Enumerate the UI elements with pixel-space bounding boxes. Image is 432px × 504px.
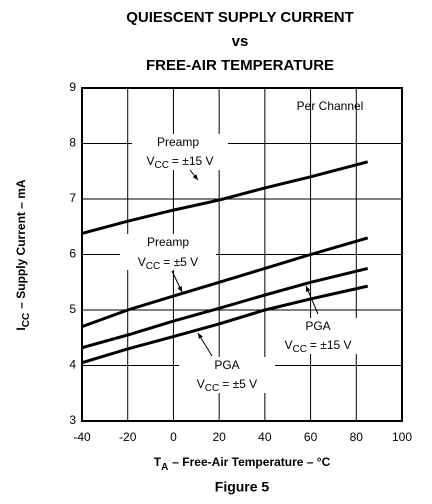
series-name: PGA bbox=[214, 358, 239, 372]
y-tick-label: 9 bbox=[69, 80, 76, 94]
arrow-head bbox=[306, 286, 311, 292]
condition-base: V bbox=[146, 154, 154, 168]
y-tick-label: 8 bbox=[69, 136, 76, 150]
series-name: Preamp bbox=[147, 235, 189, 249]
x-axis-label-sub: A bbox=[161, 462, 168, 473]
series-line bbox=[81, 160, 369, 235]
chart-title: QUIESCENT SUPPLY CURRENT bbox=[126, 9, 354, 26]
label-bg bbox=[179, 357, 275, 393]
condition-text: = ±5 V bbox=[222, 377, 257, 391]
y-tick-label: 6 bbox=[69, 247, 76, 261]
condition-sub: CC bbox=[205, 383, 219, 394]
condition-base: V bbox=[197, 377, 205, 391]
x-axis-label-text: – Free-Air Temperature – °C bbox=[172, 455, 330, 469]
x-tick-label: 40 bbox=[258, 430, 272, 444]
series-line bbox=[81, 266, 369, 350]
x-tick-label: 20 bbox=[212, 430, 226, 444]
caption: Figure 5 bbox=[215, 479, 270, 495]
condition-text: = ±15 V bbox=[310, 338, 352, 352]
label-bg bbox=[132, 134, 228, 170]
arrow-head bbox=[192, 174, 198, 180]
series-line bbox=[81, 284, 369, 365]
x-axis-label-base: T bbox=[154, 455, 162, 469]
x-tick-label: 80 bbox=[350, 430, 364, 444]
y-axis-label-base: I bbox=[14, 327, 28, 330]
y-tick-label: 3 bbox=[69, 413, 76, 427]
y-axis-label: ICC – Supply Current – mA bbox=[14, 179, 31, 330]
chart-title: FREE-AIR TEMPERATURE bbox=[146, 57, 334, 74]
series-condition: VCC = ±5 V bbox=[197, 377, 257, 393]
condition-sub: CC bbox=[154, 160, 168, 171]
condition-base: V bbox=[138, 255, 146, 269]
plot-border bbox=[81, 87, 403, 422]
x-tick-label: -20 bbox=[119, 430, 137, 444]
y-tick-label: 4 bbox=[69, 358, 76, 372]
y-tick-label: 5 bbox=[69, 302, 76, 316]
label-bg bbox=[270, 318, 366, 354]
x-axis-label: TA – Free-Air Temperature – °C bbox=[154, 455, 331, 472]
condition-base: V bbox=[284, 338, 292, 352]
y-axis-label-text: – Supply Current – mA bbox=[14, 179, 28, 309]
y-tick-label: 7 bbox=[69, 191, 76, 205]
label-bg bbox=[120, 234, 216, 270]
series-name: Preamp bbox=[157, 135, 199, 149]
chart-title: vs bbox=[232, 33, 249, 50]
x-tick-label: -40 bbox=[73, 430, 91, 444]
note: Per Channel bbox=[297, 99, 364, 113]
condition-text: = ±15 V bbox=[172, 154, 214, 168]
series-name: PGA bbox=[305, 319, 330, 333]
arrow-head bbox=[177, 286, 182, 292]
series-condition: VCC = ±15 V bbox=[146, 154, 213, 170]
x-tick-label: 100 bbox=[392, 430, 412, 444]
series-condition: VCC = ±15 V bbox=[284, 338, 351, 354]
y-axis-label-sub: CC bbox=[21, 313, 32, 327]
condition-sub: CC bbox=[146, 261, 160, 272]
series-line bbox=[81, 236, 369, 329]
x-tick-label: 60 bbox=[304, 430, 318, 444]
arrow-head bbox=[198, 333, 203, 339]
condition-text: = ±5 V bbox=[163, 255, 198, 269]
condition-sub: CC bbox=[292, 344, 306, 355]
series-condition: VCC = ±5 V bbox=[138, 255, 198, 271]
x-tick-label: 0 bbox=[170, 430, 177, 444]
